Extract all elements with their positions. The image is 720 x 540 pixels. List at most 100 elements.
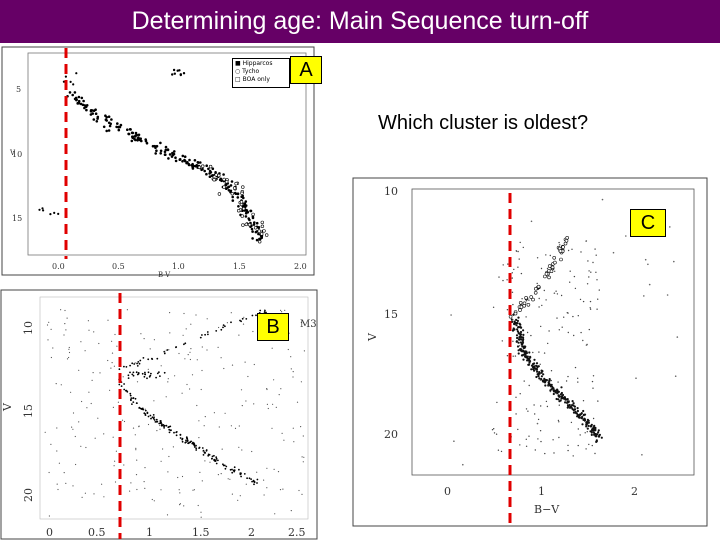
star-point xyxy=(208,453,211,456)
panel-c-plot: 0 1 2 B−V 10 15 20 V xyxy=(352,177,708,527)
star-point xyxy=(255,238,259,242)
star-point xyxy=(522,336,525,339)
star-point xyxy=(122,376,124,378)
star-point xyxy=(191,167,195,170)
star-point xyxy=(669,226,671,228)
star-point xyxy=(525,445,528,447)
star-point xyxy=(594,426,597,429)
star-point xyxy=(264,309,266,311)
star-point xyxy=(515,340,518,343)
star-point xyxy=(298,489,300,492)
star-point xyxy=(567,449,569,452)
star-point xyxy=(123,365,125,368)
star-point xyxy=(80,96,84,100)
star-point xyxy=(553,260,557,265)
panel-a-xlabel: B-V xyxy=(158,271,171,279)
star-point xyxy=(174,375,176,377)
star-point xyxy=(516,319,519,322)
star-point xyxy=(212,178,216,182)
star-point xyxy=(277,471,280,473)
star-point xyxy=(92,118,96,121)
star-point xyxy=(123,464,125,466)
star-point xyxy=(137,372,140,375)
star-point xyxy=(236,196,240,199)
star-point xyxy=(85,108,88,112)
star-point xyxy=(109,122,112,126)
star-point xyxy=(160,460,162,462)
star-point xyxy=(243,316,245,318)
star-point xyxy=(163,371,166,374)
star-point xyxy=(127,374,130,377)
star-point xyxy=(134,131,138,135)
star-point xyxy=(179,434,182,436)
star-point xyxy=(585,423,588,426)
star-point xyxy=(586,420,589,423)
star-point xyxy=(173,150,176,153)
star-point xyxy=(204,460,206,462)
star-point xyxy=(522,304,526,308)
star-point xyxy=(583,417,586,420)
star-point xyxy=(520,326,523,329)
star-point xyxy=(558,244,561,246)
star-point xyxy=(547,342,549,345)
star-point xyxy=(647,263,649,266)
star-point xyxy=(185,439,187,442)
panel-c-xtick-0: 0 xyxy=(444,485,451,498)
panel-b-xtick-0: 0 xyxy=(46,526,53,539)
star-point xyxy=(148,375,151,378)
panel-c-ytick-1: 15 xyxy=(384,308,398,321)
star-point xyxy=(184,342,187,345)
star-point xyxy=(511,277,513,279)
star-point xyxy=(183,343,185,346)
star-point xyxy=(88,391,90,393)
star-point xyxy=(107,115,111,118)
star-point xyxy=(251,480,254,483)
star-point xyxy=(222,464,225,467)
star-point xyxy=(159,375,161,377)
star-point xyxy=(528,384,530,387)
star-point xyxy=(541,304,543,307)
star-point xyxy=(56,427,58,429)
star-point xyxy=(558,421,560,423)
star-point xyxy=(526,355,529,358)
star-point xyxy=(135,402,138,404)
star-point xyxy=(200,516,202,518)
star-point xyxy=(129,371,131,374)
star-point xyxy=(571,248,573,250)
star-point xyxy=(94,112,98,115)
star-point xyxy=(118,368,121,371)
star-point xyxy=(111,340,113,342)
star-point xyxy=(81,400,83,403)
star-point xyxy=(90,402,92,405)
star-point xyxy=(256,478,259,481)
star-point xyxy=(555,397,558,401)
star-point xyxy=(266,487,268,489)
star-point xyxy=(565,235,569,240)
star-point xyxy=(58,462,61,464)
star-point xyxy=(596,279,598,281)
star-point xyxy=(263,479,265,481)
star-point xyxy=(199,161,202,164)
star-point xyxy=(114,481,117,483)
star-point xyxy=(568,406,572,409)
star-point xyxy=(127,132,131,136)
star-point xyxy=(73,97,77,101)
star-point xyxy=(582,400,585,402)
star-point xyxy=(208,164,213,169)
star-point xyxy=(590,425,593,428)
star-point xyxy=(547,275,551,280)
star-point xyxy=(453,440,455,443)
star-point xyxy=(183,155,187,158)
star-point xyxy=(300,381,302,383)
star-point xyxy=(202,454,205,456)
star-point xyxy=(47,339,49,341)
star-point xyxy=(540,440,542,443)
star-point xyxy=(571,400,574,403)
star-point xyxy=(241,223,245,227)
star-point xyxy=(222,185,226,189)
star-point xyxy=(517,316,520,319)
star-point xyxy=(105,129,108,133)
star-point xyxy=(129,490,131,492)
star-point xyxy=(253,221,256,224)
star-point xyxy=(77,99,81,103)
